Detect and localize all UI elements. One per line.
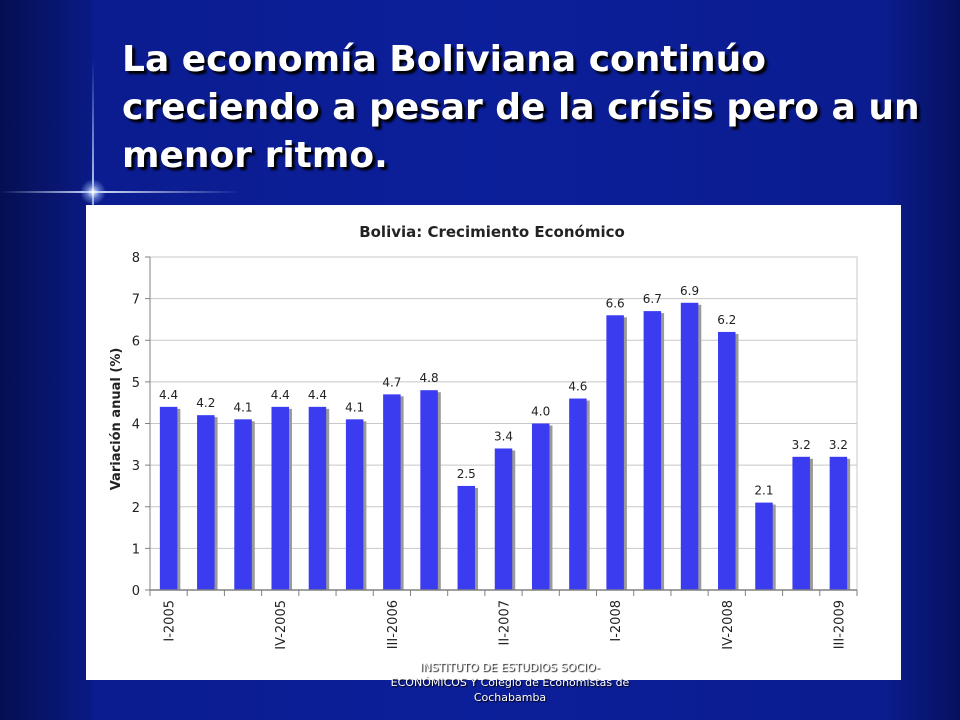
data-label: 4.6 [568,380,587,394]
bar [420,390,438,590]
bar [792,456,810,590]
data-label: 4.4 [308,388,327,402]
data-label: 6.7 [643,292,662,306]
data-label: 4.4 [271,388,290,402]
x-tick-label: I-2005 [163,600,178,642]
bar [718,331,736,590]
y-tick-label: 1 [132,542,140,557]
footer-credit: INSTITUTO DE ESTUDIOS SOCIO- ECONÓMICOS … [360,660,660,705]
x-tick-label: II-2007 [498,600,513,645]
light-flare-star [80,179,106,205]
data-label: 3.2 [792,438,811,452]
chart-panel: Bolivia: Crecimiento Económico 4.4 4.2 4.1… [86,205,901,680]
bar [345,419,364,590]
y-tick-label: 3 [132,459,140,474]
x-tick-label: III-2006 [386,600,401,649]
y-tick-label: 6 [132,334,140,349]
bar [234,419,252,590]
data-label: 4.1 [345,400,364,414]
y-tick-label: 2 [132,501,140,516]
data-label: 4.0 [531,405,550,419]
data-label: 3.4 [494,429,513,443]
data-label: 2.5 [457,467,476,481]
data-label: 6.9 [680,284,699,298]
y-tick-label: 0 [132,584,140,599]
footer-line-2: ECONÓMICOS Y Colegio de Economistas de [390,676,630,689]
data-label: 4.8 [420,371,439,385]
bar [680,302,699,590]
data-label: 4.1 [233,400,252,414]
footer-line-1: INSTITUTO DE ESTUDIOS SOCIO- [419,661,601,674]
bar [643,311,662,590]
bar [829,456,848,590]
light-flare-vertical [92,60,94,250]
bar [383,394,401,590]
bar [755,502,773,590]
y-tick-label: 4 [132,418,140,433]
bar [494,448,513,590]
bar [197,415,215,590]
data-label: 3.2 [829,438,848,452]
data-label: 6.2 [717,313,736,327]
x-tick-label: IV-2008 [721,600,736,650]
bar [308,406,327,590]
light-flare-horizontal [0,191,240,193]
bar [569,398,587,590]
bars: 4.4 4.2 4.1 4.4 4.4 4.1 4.7 4.8 2.5 3.4 4.0 4.6 6.6 6… [159,284,851,590]
data-label: 4.4 [159,388,178,402]
data-label: 4.2 [196,396,215,410]
y-tick-label: 7 [132,293,140,308]
bar [531,423,550,590]
data-label: 6.6 [606,296,625,310]
y-tick-label: 5 [132,376,140,391]
growth-bar-chart: Bolivia: Crecimiento Económico 4.4 4.2 4.1… [109,223,858,650]
x-tick-label: I-2008 [609,600,624,642]
x-tick-label: IV-2005 [274,600,289,650]
x-tick-label: III-2009 [832,600,847,649]
left-band [0,0,92,720]
y-axis-label: Variación anual (%) [109,348,124,491]
y-tick-label: 8 [132,251,140,266]
data-label: 4.7 [382,375,401,389]
bar [159,406,178,590]
bar [457,485,476,590]
bar [606,315,624,590]
footer-line-3: Cochabamba [473,691,547,704]
slide-title: La economía Boliviana continúo creciendo… [122,39,920,176]
bar [271,406,289,590]
data-label: 2.1 [754,484,773,498]
chart-title: Bolivia: Crecimiento Económico [359,223,625,241]
axes: 0 1 2 3 4 5 6 7 8 I-2005 IV-2005 III-2006 II-2007 I-2… [132,251,858,650]
